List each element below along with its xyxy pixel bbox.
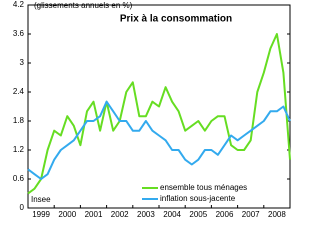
line-series bbox=[27, 33, 291, 195]
x-tick-label: 2002 bbox=[111, 210, 129, 219]
x-tick-label: 2007 bbox=[242, 210, 260, 219]
x-tick-label: 2008 bbox=[268, 210, 286, 219]
y-tick-label: 1.8 bbox=[13, 116, 25, 125]
x-tick-label: 2003 bbox=[137, 210, 155, 219]
y-tick-label: 1.2 bbox=[13, 145, 25, 154]
x-tick-label: 2001 bbox=[85, 210, 103, 219]
legend-label: inflation sous-jacente bbox=[160, 194, 236, 203]
y-tick-label: 3 bbox=[20, 58, 25, 67]
y-tick-label: 0.6 bbox=[13, 174, 25, 183]
chart-title: Prix à la consommation bbox=[120, 14, 232, 25]
legend-label: ensemble tous ménages bbox=[160, 183, 247, 192]
x-tick-label: 2005 bbox=[189, 210, 207, 219]
y-tick-label: 0 bbox=[20, 203, 25, 212]
line-series bbox=[27, 100, 291, 180]
y-tick-label: 2.4 bbox=[13, 87, 25, 96]
x-tick-label: 1999 bbox=[32, 210, 50, 219]
y-tick-label: 3.6 bbox=[13, 29, 25, 38]
chart: (glissements annuels en %) Prix à la con… bbox=[13, 0, 291, 219]
subtitle: (glissements annuels en %) bbox=[34, 1, 133, 10]
y-tick-label: 4.2 bbox=[13, 0, 25, 9]
x-tick-label: 2006 bbox=[216, 210, 234, 219]
x-tick-label: 2004 bbox=[163, 210, 181, 219]
x-tick-label: 2000 bbox=[58, 210, 76, 219]
source: Insee bbox=[31, 195, 51, 204]
